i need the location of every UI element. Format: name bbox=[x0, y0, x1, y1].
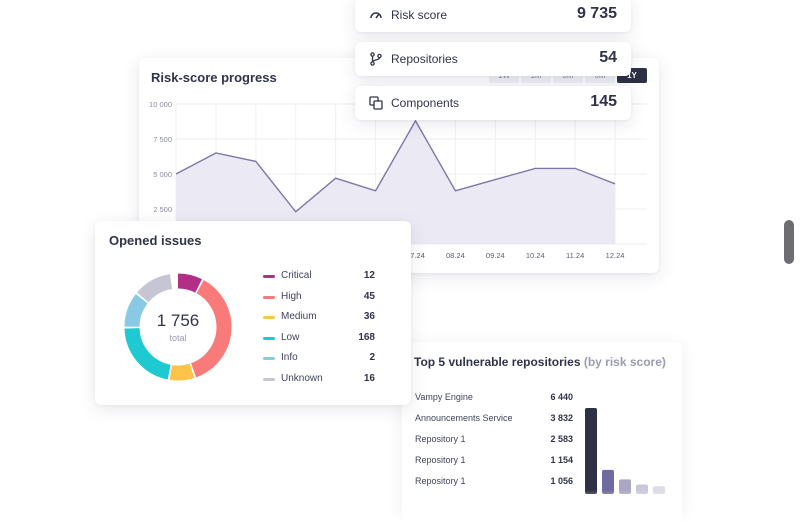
x-tick-label: 09.24 bbox=[486, 251, 505, 260]
legend-row-info: Info 2 bbox=[263, 352, 375, 366]
legend-label: High bbox=[281, 291, 302, 302]
y-tick-label: 7 500 bbox=[153, 135, 172, 144]
donut-slice-critical bbox=[124, 273, 232, 381]
repo-row[interactable]: Repository 1 1 056 bbox=[415, 476, 573, 488]
repositories-label: Repositories bbox=[391, 52, 458, 66]
legend-value: 2 bbox=[369, 352, 375, 363]
bottom-fade bbox=[402, 490, 682, 521]
repo-row[interactable]: Repository 1 2 583 bbox=[415, 434, 573, 446]
repo-score: 3 832 bbox=[550, 413, 573, 423]
issues-total-value: 1 756 bbox=[156, 311, 200, 330]
donut-slice-medium bbox=[124, 273, 232, 381]
x-tick-label: 07.24 bbox=[406, 251, 425, 260]
risk-line bbox=[175, 119, 616, 213]
repo-name: Repository 1 bbox=[415, 434, 466, 444]
repo-row[interactable]: Vampy Engine 6 440 bbox=[415, 392, 573, 404]
repositories-value: 54 bbox=[599, 49, 617, 66]
risk-score-label: Risk score bbox=[391, 8, 448, 22]
x-tick-label: 11.24 bbox=[566, 251, 584, 260]
legend-swatch bbox=[263, 378, 275, 381]
repo-score: 1 154 bbox=[550, 455, 573, 465]
components-label: Components bbox=[391, 96, 460, 110]
copy-icon bbox=[369, 96, 383, 110]
y-tick-label: 5 000 bbox=[153, 170, 172, 179]
repo-score: 6 440 bbox=[550, 392, 573, 402]
legend-value: 45 bbox=[363, 291, 375, 302]
components-stat[interactable]: Components 145 bbox=[355, 86, 631, 120]
legend-row-low: Low 168 bbox=[263, 332, 375, 346]
legend-label: Info bbox=[281, 352, 298, 363]
legend-row-medium: Medium 36 bbox=[263, 311, 375, 325]
repo-name: Repository 1 bbox=[415, 455, 466, 465]
scrollbar-thumb[interactable] bbox=[784, 220, 794, 264]
repositories-stat[interactable]: Repositories 54 bbox=[355, 42, 631, 76]
gauge-icon bbox=[370, 12, 382, 19]
legend-value: 36 bbox=[363, 311, 375, 322]
legend-row-critical: Critical 12 bbox=[263, 270, 375, 284]
donut-slice-high bbox=[124, 273, 232, 381]
branch-icon bbox=[370, 52, 382, 66]
legend-label: Unknown bbox=[281, 373, 323, 384]
risk-score-chart: 10 000 7 500 5 000 2 500 07.24 08.24 09.24 10.2… bbox=[149, 100, 647, 260]
risk-score-stat[interactable]: Risk score 9 735 bbox=[355, 0, 631, 32]
top-repositories-title: Top 5 vulnerable repositories (by risk s… bbox=[414, 355, 666, 369]
y-tick-label: 10 000 bbox=[149, 100, 172, 109]
repo-score: 2 583 bbox=[550, 434, 573, 444]
risk-score-value: 9 735 bbox=[576, 5, 617, 22]
top-repositories-bars bbox=[585, 408, 665, 494]
legend-label: Medium bbox=[281, 311, 317, 322]
legend-row-high: High 45 bbox=[263, 291, 375, 305]
legend-label: Critical bbox=[281, 270, 312, 281]
repo-bar bbox=[585, 408, 597, 494]
legend-row-unknown: Unknown 16 bbox=[263, 373, 375, 387]
legend-label: Low bbox=[281, 332, 300, 343]
issues-donut-chart bbox=[124, 273, 232, 381]
components-value: 145 bbox=[590, 93, 617, 110]
legend-swatch bbox=[263, 316, 275, 319]
x-tick-label: 08.24 bbox=[446, 251, 465, 260]
top-repositories-card: Top 5 vulnerable repositories (by risk s… bbox=[402, 342, 682, 512]
x-tick-label: 12.24 bbox=[606, 251, 625, 260]
legend-swatch bbox=[263, 296, 275, 299]
x-tick-label: 10.24 bbox=[526, 251, 545, 260]
opened-issues-card: Opened issues 1 756 total Critical 12 Hi… bbox=[95, 221, 411, 405]
risk-score-title: Risk-score progress bbox=[151, 70, 277, 85]
repo-bar bbox=[602, 469, 614, 494]
y-tick-label: 2 500 bbox=[153, 205, 172, 214]
repo-name: Announcements Service bbox=[415, 413, 513, 423]
risk-area bbox=[176, 120, 616, 244]
opened-issues-title: Opened issues bbox=[109, 233, 202, 248]
legend-value: 16 bbox=[363, 373, 375, 384]
legend-swatch bbox=[263, 275, 275, 278]
legend-value: 168 bbox=[358, 332, 375, 343]
legend-swatch bbox=[263, 357, 275, 360]
repo-score: 1 056 bbox=[550, 476, 573, 486]
legend-swatch bbox=[263, 337, 275, 340]
top-repositories-subtitle: (by risk score) bbox=[583, 355, 666, 369]
repo-name: Vampy Engine bbox=[415, 392, 473, 402]
issues-total-label: total bbox=[169, 333, 187, 343]
repo-row[interactable]: Repository 1 1 154 bbox=[415, 455, 573, 467]
top-repositories-heading: Top 5 vulnerable repositories bbox=[414, 355, 581, 369]
repo-row[interactable]: Announcements Service 3 832 bbox=[415, 413, 573, 425]
repo-name: Repository 1 bbox=[415, 476, 466, 486]
legend-value: 12 bbox=[363, 270, 375, 281]
